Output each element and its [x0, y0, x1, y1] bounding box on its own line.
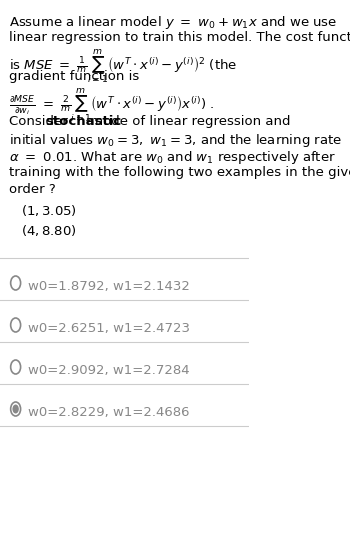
Text: initial values $w_0 = 3,\ w_1 = 3$, and the learning rate: initial values $w_0 = 3,\ w_1 = 3$, and …	[8, 132, 342, 149]
Text: is $MSE\ =\ \frac{1}{m}\sum_{i=1}^{m}\left(w^T\cdot x^{(i)}-y^{(i)}\right)^2$ (t: is $MSE\ =\ \frac{1}{m}\sum_{i=1}^{m}\le…	[8, 48, 237, 86]
Text: $(4, 8.80)$: $(4, 8.80)$	[21, 223, 77, 238]
Text: linear regression to train this model. The cost function: linear regression to train this model. T…	[8, 31, 350, 44]
Text: $(1, 3.05)$: $(1, 3.05)$	[21, 203, 77, 218]
Text: gradient function is: gradient function is	[8, 70, 139, 83]
Text: mode of linear regression and: mode of linear regression and	[86, 115, 290, 128]
Text: stochastic: stochastic	[46, 115, 122, 128]
Text: Consider: Consider	[8, 115, 71, 128]
Text: order ?: order ?	[8, 183, 55, 196]
Text: Assume a linear model $y\ =\ w_0 + w_1 x$ and we use: Assume a linear model $y\ =\ w_0 + w_1 x…	[8, 14, 337, 31]
Text: w0=1.8792, w1=2.1432: w0=1.8792, w1=2.1432	[28, 280, 190, 293]
Text: w0=2.6251, w1=2.4723: w0=2.6251, w1=2.4723	[28, 322, 190, 335]
Text: training with the following two examples in the given: training with the following two examples…	[8, 166, 350, 179]
Text: w0=2.8229, w1=2.4686: w0=2.8229, w1=2.4686	[28, 406, 190, 419]
Text: $\alpha\ =\ 0.01$. What are $w_0$ and $w_1$ respectively after: $\alpha\ =\ 0.01$. What are $w_0$ and $w…	[8, 149, 335, 166]
Text: w0=2.9092, w1=2.7284: w0=2.9092, w1=2.7284	[28, 364, 190, 377]
Text: $\frac{\partial MSE}{\partial w_i}\ =\ \frac{2}{m}\sum_{i=1}^{m}\left(w^T\cdot x: $\frac{\partial MSE}{\partial w_i}\ =\ \…	[8, 87, 214, 125]
Circle shape	[13, 405, 19, 413]
